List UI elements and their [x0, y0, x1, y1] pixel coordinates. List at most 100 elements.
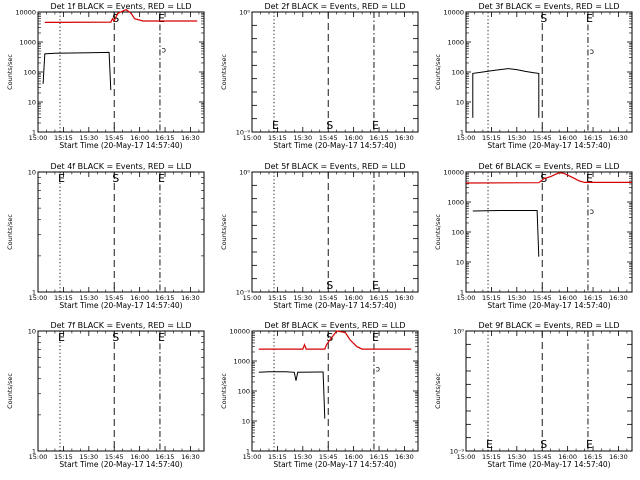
y-axis-label: Counts/sec	[6, 54, 14, 90]
x-tick-label: 15:45	[105, 453, 124, 461]
x-tick-label: 15:00	[243, 294, 262, 302]
annotation-mark: ↄ	[376, 364, 380, 373]
x-tick-label: 16:30	[181, 453, 200, 461]
x-axis-label: Start Time (20-May-17 14:57:40)	[59, 141, 182, 150]
y-axis-label: Counts/sec	[434, 214, 442, 250]
x-tick-label: 15:00	[457, 134, 476, 142]
panel-title: Det 9f BLACK = Events, RED = LLD	[478, 321, 619, 330]
vline-label: S	[112, 172, 119, 185]
vline-label: E	[372, 119, 379, 132]
vline-label: E	[486, 438, 493, 451]
x-tick-label: 16:00	[558, 294, 577, 302]
plot-frame	[465, 330, 633, 452]
series-lld	[44, 8, 198, 23]
plot-frame	[251, 171, 419, 293]
series-events	[258, 371, 326, 419]
x-tick-label: 15:15	[482, 134, 501, 142]
x-axis-label: Start Time (20-May-17 14:57:40)	[273, 301, 396, 310]
vline-label: E	[372, 331, 379, 344]
x-tick-label: 15:15	[268, 134, 287, 142]
x-tick-label: 16:30	[609, 294, 628, 302]
x-tick-label: 16:30	[395, 134, 414, 142]
x-tick-label: 15:30	[293, 134, 312, 142]
vline-label: E	[158, 331, 165, 344]
x-tick-label: 16:30	[395, 453, 414, 461]
y-axis-label: Counts/sec	[220, 373, 228, 409]
panel-title: Det 2f BLACK = Events, RED = LLD	[264, 2, 405, 11]
y-axis-label: Counts/sec	[220, 214, 228, 250]
panel-title: Det 7f BLACK = Events, RED = LLD	[50, 321, 191, 330]
y-tick-label: 1000	[233, 357, 250, 365]
y-tick-label: 100	[452, 68, 464, 76]
panel-title: Det 1f BLACK = Events, RED = LLD	[50, 2, 191, 11]
panel-det6f: Det 6f BLACK = Events, RED = LLD 1 10 100 10…	[434, 162, 633, 310]
x-tick-label: 16:15	[156, 453, 175, 461]
x-tick-label: 16:15	[584, 453, 603, 461]
x-tick-label: 16:00	[344, 294, 363, 302]
x-tick-label: 15:45	[319, 453, 338, 461]
y-tick-label: 1	[32, 288, 36, 296]
x-tick-label: 15:00	[243, 453, 262, 461]
x-tick-label: 15:15	[482, 453, 501, 461]
x-tick-label: 15:30	[507, 294, 526, 302]
plot-frame	[251, 11, 419, 133]
y-axis-label: Counts/sec	[6, 373, 14, 409]
y-tick-label: 100	[238, 387, 250, 395]
y-tick-label: 1	[32, 447, 36, 455]
series-events	[472, 210, 540, 257]
vline-label: S	[112, 331, 119, 344]
y-tick-label: 10⁰	[453, 327, 464, 335]
x-tick-label: 16:15	[156, 134, 175, 142]
annotation-mark: ↄ	[590, 47, 594, 56]
y-tick-label: 100	[452, 228, 464, 236]
vline-label: E	[158, 172, 165, 185]
x-axis-label: Start Time (20-May-17 14:57:40)	[487, 301, 610, 310]
x-tick-label: 16:00	[344, 134, 363, 142]
y-tick-label: 10	[456, 258, 464, 266]
x-axis-label: Start Time (20-May-17 14:57:40)	[487, 460, 610, 469]
panel-title: Det 8f BLACK = Events, RED = LLD	[264, 321, 405, 330]
vline-label: S	[540, 438, 547, 451]
plot-frame	[37, 171, 205, 293]
y-tick-label: 10000	[443, 8, 464, 16]
x-tick-label: 16:30	[609, 453, 628, 461]
vline-label: E	[586, 438, 593, 451]
y-tick-label: 100	[24, 68, 36, 76]
x-tick-label: 16:00	[130, 294, 149, 302]
plot-frame	[37, 330, 205, 452]
panel-det5f: Det 5f BLACK = Events, RED = LLD 10⁻⁹ 10⁰ 1…	[220, 162, 419, 310]
vline-label: S	[326, 331, 333, 344]
panel-det7f: Det 7f BLACK = Events, RED = LLD 1 10 15:00…	[6, 321, 205, 469]
vline-label: E	[372, 279, 379, 292]
y-tick-label: 10000	[229, 327, 250, 335]
vline-label: E	[58, 172, 65, 185]
x-tick-label: 15:45	[319, 294, 338, 302]
x-tick-label: 16:30	[181, 294, 200, 302]
x-tick-label: 15:30	[293, 294, 312, 302]
y-tick-label: 1	[32, 128, 36, 136]
x-tick-label: 15:00	[29, 294, 48, 302]
x-axis-label: Start Time (20-May-17 14:57:40)	[487, 141, 610, 150]
x-tick-label: 16:15	[584, 134, 603, 142]
y-tick-label: 1000	[447, 198, 464, 206]
x-tick-label: 16:30	[181, 134, 200, 142]
x-tick-label: 16:15	[370, 134, 389, 142]
x-tick-label: 15:15	[54, 294, 73, 302]
vline-label: E	[272, 119, 279, 132]
vline-label: E	[586, 172, 593, 185]
x-tick-label: 15:15	[268, 294, 287, 302]
y-tick-label: 1	[460, 128, 464, 136]
series-lld	[258, 330, 412, 350]
panel-title: Det 5f BLACK = Events, RED = LLD	[264, 162, 405, 171]
x-tick-label: 16:00	[344, 453, 363, 461]
x-tick-label: 15:45	[533, 453, 552, 461]
y-tick-label: 1	[246, 447, 250, 455]
x-tick-label: 15:15	[482, 294, 501, 302]
plot-frame	[37, 11, 205, 133]
x-tick-label: 16:30	[395, 294, 414, 302]
y-axis-label: Counts/sec	[434, 54, 442, 90]
panel-title: Det 3f BLACK = Events, RED = LLD	[478, 2, 619, 11]
y-tick-label: 10⁻⁹	[236, 288, 251, 296]
series-lld	[465, 172, 632, 184]
